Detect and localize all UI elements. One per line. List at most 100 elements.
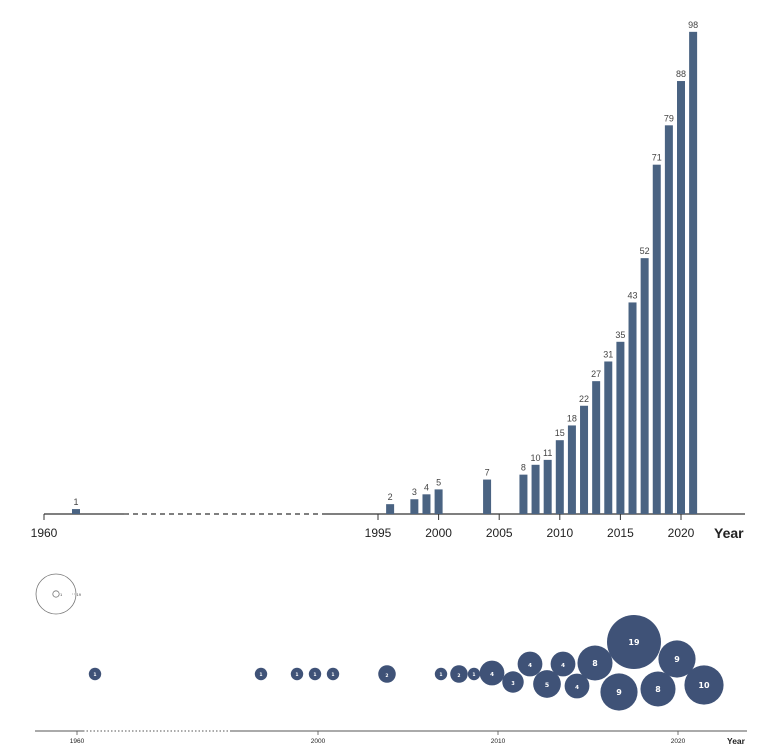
bubble [564,673,590,699]
bar [386,504,395,514]
bar [677,81,685,514]
bubble-value-label: 1 [93,672,96,678]
bar-value-label: 18 [567,413,577,423]
x-tick-label: 1960 [70,738,85,745]
bubble [640,671,676,707]
bubble [479,660,505,686]
bar [689,31,698,515]
x-tick-label: 1995 [365,526,392,540]
x-tick-label: 2000 [425,526,452,540]
bubble-value-label: 4 [528,663,532,669]
bar [664,125,673,514]
bar [652,164,661,514]
bar [592,381,601,514]
bubble-value-label: 2 [385,673,388,679]
bubble-value-label: 8 [592,659,597,668]
bar-value-label: 88 [676,69,686,79]
bar-value-label: 35 [615,330,625,340]
bar-value-label: 43 [628,290,638,300]
x-tick-label: 2010 [491,738,506,745]
bar-value-label: 71 [652,153,662,163]
x-tick-label: 2010 [546,526,573,540]
bar [567,425,576,514]
bar-value-label: 5 [436,477,441,487]
bar-value-label: 2 [388,492,393,502]
bar-value-label: 98 [688,20,698,30]
bubble [308,667,322,681]
legend-small-label: 1 [60,592,63,597]
bar [640,258,649,514]
bar-value-label: 11 [543,448,552,458]
bar [434,489,443,514]
bottom-bubble-chart: 1 1 1 1 1 2 1 2 1 4 3 4 5 4 4 8 9 19 8 9 10 1 19 1960 2000 2010 20… [35,573,747,746]
bubble [684,665,724,705]
bar-value-label: 79 [664,113,674,123]
bubble-value-label: 1 [472,672,475,678]
bar-value-label: 10 [531,453,541,463]
bubble [607,615,661,669]
bar [604,361,613,514]
bar [422,494,431,514]
legend-small-circle [52,590,60,598]
bubble [600,673,638,711]
bar-value-label: 31 [603,349,613,359]
x-axis-title: Year [714,525,744,541]
bar-value-label: 4 [424,482,429,492]
bar-value-label: 8 [521,463,526,473]
bar [616,341,625,514]
bar [628,302,637,514]
bubble-value-label: 10 [698,681,710,690]
bubble [434,667,448,681]
bar [410,499,419,514]
bubble [326,667,340,681]
x-tick-label: 1960 [31,526,58,540]
bubble-value-label: 19 [628,638,640,647]
bubble [658,640,696,678]
bar-value-label: 1 [73,497,78,507]
bar [543,459,552,514]
bubble-value-label: 1 [439,672,442,678]
bar-value-label: 3 [412,487,417,497]
bubble-value-label: 5 [545,682,549,689]
bar [483,479,492,514]
bar-value-label: 52 [640,246,650,256]
bar [580,405,589,514]
bar [519,474,528,514]
bar-value-label: 7 [485,468,490,478]
bubble [378,665,396,683]
bubble [450,665,468,683]
x-axis-title: Year [727,736,746,746]
bubble [502,671,524,693]
bubble-value-label: 1 [259,672,262,678]
bubble-value-label: 4 [575,685,579,691]
bar-value-label: 22 [579,394,589,404]
x-tick-label: 2015 [607,526,634,540]
bubble-value-label: 1 [295,672,298,678]
bubble [467,667,481,681]
bubble-value-label: 4 [561,663,565,669]
bubble [577,645,613,681]
x-tick-label: 2020 [671,738,686,745]
bubble [517,651,543,677]
bubble-value-label: 3 [511,681,514,687]
bubble [290,667,304,681]
bubble-value-label: 1 [331,672,334,678]
x-tick-label: 2005 [486,526,513,540]
legend-large-circle [35,573,77,615]
x-tick-label: 2000 [311,738,326,745]
bubble [254,667,268,681]
bubble-value-label: 1 [313,672,316,678]
bubble-value-label: 2 [457,673,460,679]
legend-large-label: 19 [77,592,82,597]
bubble [88,667,102,681]
bar-value-label: 15 [555,428,565,438]
bubble-value-label: 9 [674,655,680,664]
bubble-value-label: 9 [616,688,622,697]
bubble-value-label: 4 [490,672,494,678]
x-tick-label: 2020 [668,526,695,540]
bar-value-label: 27 [591,369,601,379]
bar [555,440,564,514]
bubble [550,651,576,677]
